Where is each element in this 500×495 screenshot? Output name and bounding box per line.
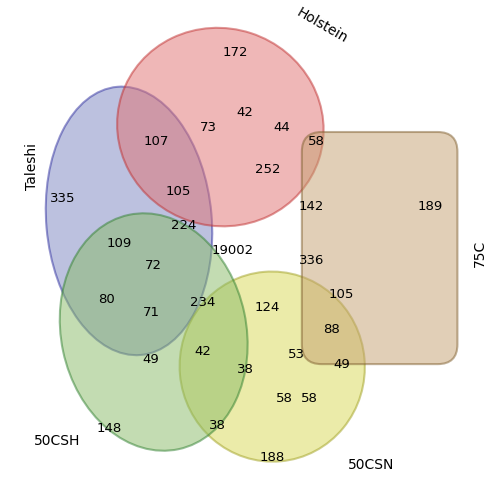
- Text: 105: 105: [166, 185, 191, 198]
- Text: 38: 38: [210, 419, 226, 432]
- Text: 105: 105: [328, 289, 354, 301]
- Text: Taleshi: Taleshi: [24, 143, 38, 190]
- Ellipse shape: [60, 213, 248, 451]
- Text: 335: 335: [50, 192, 75, 205]
- Text: 53: 53: [288, 348, 306, 361]
- Text: 148: 148: [96, 422, 122, 435]
- Text: 49: 49: [333, 357, 349, 371]
- Text: 252: 252: [254, 162, 280, 176]
- Text: 58: 58: [301, 392, 318, 405]
- Ellipse shape: [117, 28, 324, 226]
- Text: 142: 142: [299, 199, 324, 212]
- Text: 58: 58: [308, 136, 325, 148]
- Text: 50CSH: 50CSH: [34, 434, 80, 447]
- Text: 42: 42: [236, 106, 254, 119]
- Text: 58: 58: [276, 392, 293, 405]
- Text: 189: 189: [418, 199, 443, 212]
- Text: 336: 336: [299, 254, 324, 267]
- FancyBboxPatch shape: [302, 132, 458, 364]
- Text: Holstein: Holstein: [294, 5, 350, 46]
- Ellipse shape: [312, 146, 440, 350]
- Text: 50CSN: 50CSN: [348, 458, 394, 472]
- Ellipse shape: [180, 272, 365, 462]
- Text: 75C: 75C: [472, 240, 486, 267]
- Text: 224: 224: [170, 219, 196, 232]
- Text: 188: 188: [260, 451, 285, 464]
- Text: 234: 234: [190, 296, 216, 309]
- Text: 80: 80: [98, 294, 115, 306]
- Text: 71: 71: [142, 306, 160, 319]
- Text: 49: 49: [143, 352, 160, 366]
- Text: 72: 72: [145, 259, 162, 272]
- Text: 172: 172: [222, 47, 248, 59]
- Text: 107: 107: [144, 136, 169, 148]
- Text: 88: 88: [323, 323, 340, 336]
- Text: 42: 42: [194, 346, 212, 358]
- Text: 38: 38: [236, 362, 254, 376]
- Ellipse shape: [46, 87, 212, 355]
- Text: 19002: 19002: [212, 244, 254, 257]
- Text: 44: 44: [274, 121, 290, 134]
- Text: 73: 73: [200, 121, 216, 134]
- Text: 124: 124: [254, 301, 280, 314]
- Text: 109: 109: [106, 237, 132, 249]
